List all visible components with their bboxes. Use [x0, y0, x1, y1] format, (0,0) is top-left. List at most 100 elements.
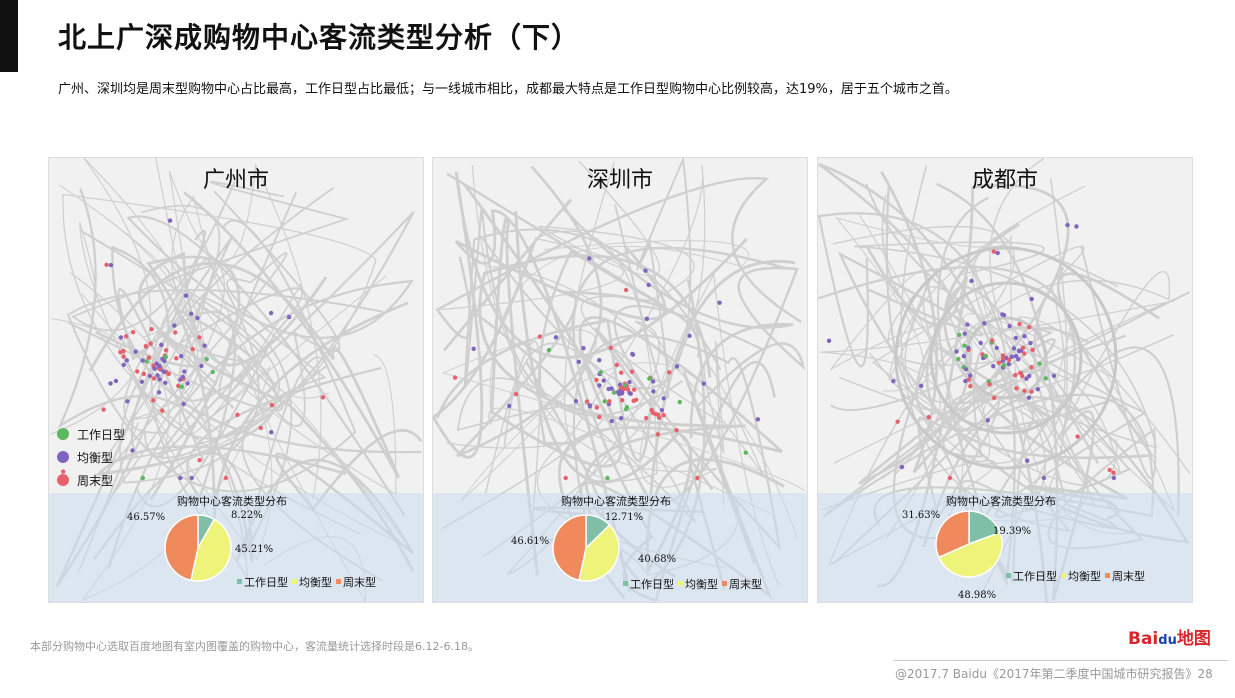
mall-dot	[182, 369, 187, 374]
pie-title: 购物中心客流类型分布	[177, 495, 287, 508]
road	[885, 187, 1116, 432]
mall-dot	[1022, 388, 1027, 393]
road	[818, 163, 1056, 602]
mall-dot	[162, 358, 167, 364]
mall-dot	[124, 358, 130, 363]
pie-data-label: 45.21%	[235, 544, 274, 555]
pie-chart	[164, 514, 232, 582]
page-subtitle: 广州、深圳均是周末型购物中心占比最高，工作日型占比最低；与一线城市相比，成都最大…	[58, 82, 958, 97]
mall-dot	[661, 412, 666, 418]
road	[974, 266, 1175, 512]
mall-dot	[983, 353, 989, 359]
mall-dot	[121, 348, 126, 354]
map-legend-label: 均衡型	[77, 451, 114, 465]
legend-item: 均衡型	[1061, 570, 1101, 583]
mall-dot	[1029, 389, 1034, 394]
mall-dot	[594, 377, 599, 383]
mall-dot	[609, 418, 615, 424]
mall-dot	[60, 469, 66, 474]
mall-dot	[553, 335, 559, 340]
map-legend-item: 工作日型	[57, 424, 125, 447]
mall-dot	[584, 399, 590, 404]
mall-dot	[101, 407, 106, 412]
legend-item: 周末型	[1105, 570, 1145, 583]
mall-dot	[1016, 357, 1021, 362]
footnote: 本部分购物中心选取百度地图有室内图覆盖的购物中心，客流量统计选择时段是6.12-…	[30, 640, 479, 653]
mall-dot	[195, 315, 200, 321]
mall-dot	[121, 362, 126, 368]
road	[107, 215, 414, 569]
road	[155, 158, 322, 500]
mall-dot	[1041, 475, 1047, 481]
legend-item: 工作日型	[623, 578, 674, 591]
legend-item: 周末型	[336, 576, 376, 589]
mall-dot	[989, 338, 995, 343]
road	[144, 296, 329, 556]
road	[830, 185, 1086, 539]
mall-dot	[1111, 475, 1117, 481]
map-panel-2: 深圳市 购物中心客流类型分布 12.71% 40.68% 46.61% 工作日型 均衡型 周末…	[432, 157, 808, 603]
pie-slice-工作日型	[968, 510, 1001, 546]
mall-dot	[130, 448, 135, 453]
mall-dot	[174, 356, 179, 361]
mall-dot	[576, 359, 582, 365]
road	[59, 184, 273, 561]
road	[88, 191, 401, 479]
mall-dot	[655, 432, 661, 437]
mall-dot	[1024, 376, 1029, 381]
map-legend-item: 均衡型	[57, 447, 125, 470]
mall-dot	[202, 343, 207, 348]
mall-dot	[1017, 321, 1022, 327]
mall-dot	[968, 373, 973, 378]
mall-dot	[627, 390, 632, 396]
mall-dot	[179, 384, 184, 389]
mall-dot	[140, 358, 145, 363]
mall-dot	[1009, 354, 1015, 359]
mall-dot	[1014, 386, 1019, 391]
mall-dot	[1016, 348, 1022, 354]
city-name: 广州市	[202, 168, 269, 193]
footer-divider	[893, 660, 1228, 661]
legend-label: 周末型	[729, 578, 762, 591]
mall-dot	[687, 333, 692, 339]
mall-dot	[1020, 345, 1026, 351]
baidu-map-logo: Baidu地图	[1128, 629, 1211, 649]
mall-dot	[140, 475, 146, 481]
road	[868, 178, 1068, 513]
mall-dot	[965, 322, 970, 327]
ring-road	[894, 246, 1118, 470]
road	[443, 199, 794, 439]
mall-dot	[1017, 370, 1023, 376]
map-panel-3: 成都市 购物中心客流类型分布 19.39% 48.98% 31.63% 工作日型 均衡型 周末…	[817, 157, 1193, 603]
mall-dot	[618, 416, 624, 421]
road	[441, 342, 697, 530]
mall-dot	[966, 345, 971, 351]
mall-dot	[268, 310, 274, 316]
road	[433, 171, 748, 459]
road	[481, 158, 692, 399]
mall-dot	[987, 382, 992, 387]
city-name: 深圳市	[586, 168, 653, 193]
mall-dot	[143, 343, 149, 349]
mall-dot	[1030, 347, 1035, 353]
mall-dot	[159, 342, 164, 348]
mall-dot	[1011, 346, 1017, 351]
legend-item: 均衡型	[678, 578, 718, 591]
pie-legend: 工作日型 均衡型 周末型	[1006, 570, 1145, 583]
mall-dot	[1013, 335, 1019, 341]
pie-title: 购物中心客流类型分布	[946, 495, 1056, 508]
pie-data-label: 48.98%	[958, 590, 997, 601]
road	[441, 329, 805, 540]
footer-text: @2017.7 Baidu《2017年第二季度中国城市研究报告》28	[895, 667, 1213, 681]
mall-dot	[157, 363, 162, 369]
mall-dot	[587, 256, 592, 261]
mall-dot	[1043, 376, 1048, 381]
mall-dot	[597, 358, 602, 363]
mall-dot	[1000, 356, 1006, 361]
mall-dot	[743, 450, 748, 455]
mall-dot	[144, 359, 149, 364]
mall-dot	[643, 415, 649, 421]
mall-dot	[623, 287, 629, 293]
mall-dot	[614, 362, 620, 368]
mall-dot	[179, 353, 184, 359]
